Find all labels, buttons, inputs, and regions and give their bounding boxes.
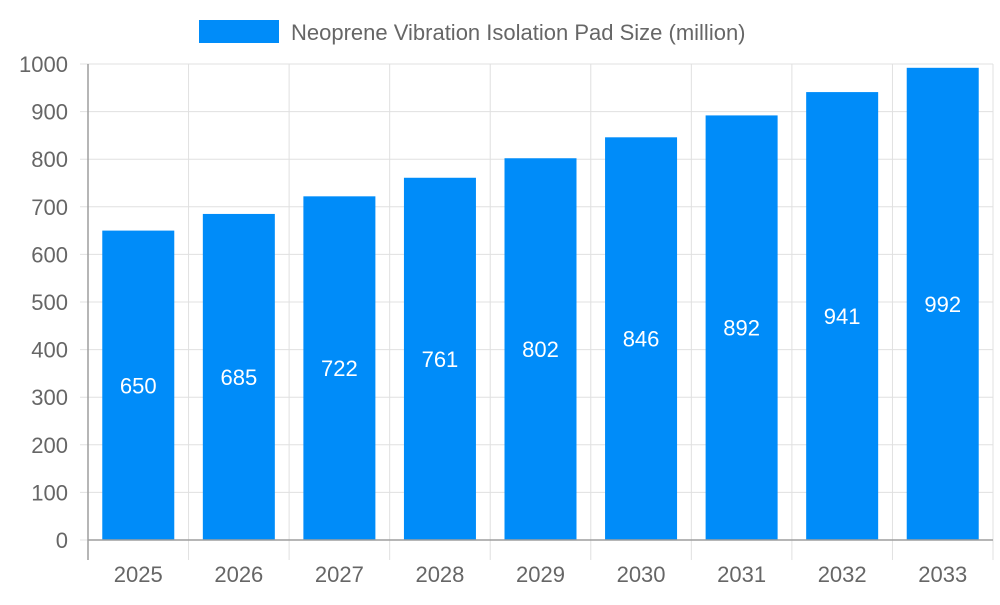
bar [504, 158, 577, 541]
x-tick-label: 2032 [818, 562, 867, 587]
y-tick-label: 800 [31, 147, 68, 172]
y-tick-label: 100 [31, 480, 68, 505]
legend[interactable]: Neoprene Vibration Isolation Pad Size (m… [199, 20, 746, 45]
data-label: 846 [623, 327, 660, 352]
y-tick-label: 700 [31, 195, 68, 220]
legend-swatch [199, 20, 279, 43]
y-tick-label: 1000 [19, 52, 68, 77]
bar [403, 177, 476, 540]
data-label: 992 [924, 292, 961, 317]
x-tick-label: 2029 [516, 562, 565, 587]
x-tick-label: 2027 [315, 562, 364, 587]
bar [605, 137, 678, 540]
x-tick-label: 2033 [918, 562, 967, 587]
data-label: 941 [824, 304, 861, 329]
bar [202, 213, 275, 540]
data-label: 761 [422, 347, 459, 372]
x-tick-label: 2030 [617, 562, 666, 587]
y-tick-label: 200 [31, 433, 68, 458]
y-tick-label: 900 [31, 100, 68, 125]
bar [906, 67, 979, 541]
data-label: 685 [220, 365, 257, 390]
x-tick-label: 2026 [214, 562, 263, 587]
x-tick-label: 2031 [717, 562, 766, 587]
y-tick-label: 500 [31, 290, 68, 315]
data-label: 650 [120, 373, 157, 398]
x-tick-label: 2028 [415, 562, 464, 587]
legend-label: Neoprene Vibration Isolation Pad Size (m… [291, 20, 746, 45]
bar [303, 196, 376, 540]
x-tick-label: 2025 [114, 562, 163, 587]
data-label: 722 [321, 356, 358, 381]
y-tick-label: 400 [31, 338, 68, 363]
y-tick-label: 0 [56, 528, 68, 553]
data-label: 892 [723, 316, 760, 341]
bar [806, 92, 879, 541]
bar [102, 230, 175, 540]
bar [705, 115, 778, 541]
y-tick-label: 300 [31, 385, 68, 410]
y-tick-label: 600 [31, 242, 68, 267]
data-label: 802 [522, 337, 559, 362]
